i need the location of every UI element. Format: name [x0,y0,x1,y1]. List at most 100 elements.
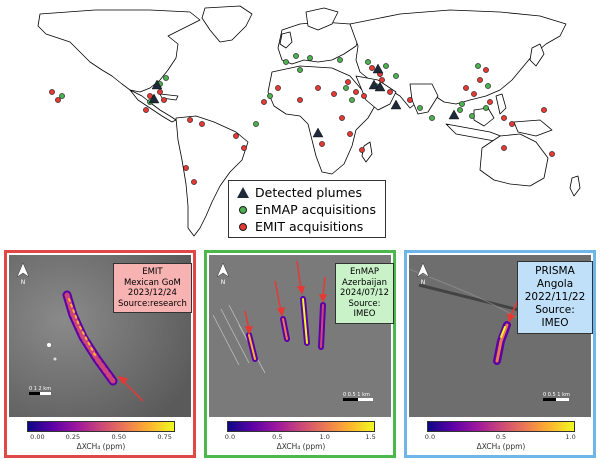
emit-point [369,65,375,71]
emit-point [407,97,413,103]
enmap-point [417,105,423,111]
greenland [201,5,253,43]
colorbar-ticks: 0.00 0.25 0.50 0.75 [27,432,175,441]
acquisition-date: 2022/11/22 [524,291,586,303]
tick-label: 1.0 [565,433,576,441]
india [409,83,439,115]
enmap-point [459,101,465,107]
colorbar-ticks: 0.0 0.5 1.0 1.5 [224,432,376,441]
emit-point [157,89,163,95]
plume-triangle [372,63,384,74]
south-america [175,115,249,237]
triangle-icon [237,187,249,198]
legend-item-enmap: EnMAP acquisitions [235,201,379,218]
plume-triangle [374,81,386,92]
enmap-point [253,121,259,127]
legend-label: Detected plumes [255,185,362,200]
site-name: Angola [536,278,574,290]
plume-triangle [368,79,380,90]
site-name: Azerbaijan [342,277,387,288]
emit-point [233,133,239,139]
sensor-name: EMIT [142,267,163,277]
north-label: N [220,279,226,286]
emit-point [315,85,321,91]
arabian-peninsula [355,75,397,111]
emit-point [183,165,189,171]
detected-plumes [148,63,460,138]
tick-label: 0.75 [157,433,172,441]
emit-point [187,117,193,123]
sensor-name: PRISMA [535,265,575,277]
enmap-acquisitions [59,53,491,127]
emit-point [147,93,153,99]
emit-point [541,107,547,113]
emit-point [501,145,507,151]
plume-arrow [117,375,144,402]
colorbar: 0.0 0.5 1.0 1.5 ΔXCH₄ (ppm) [224,421,376,451]
methane-plume [62,290,118,386]
enmap-point [457,107,463,113]
enmap-point [393,73,399,79]
colorbar-gradient [427,421,575,432]
enmap-point [475,63,481,69]
australia [479,133,549,187]
colorbar-label: ΔXCH₄ (ppm) [76,442,126,451]
borneo [473,107,495,127]
colorbar: 0.0 0.5 1.0 ΔXCH₄ (ppm) [424,421,576,451]
emit-point [49,89,55,95]
emit-point [387,89,393,95]
emit-point [261,99,267,105]
enmap-point [59,93,65,99]
north-arrow-icon: N [216,262,230,286]
enmap-point [485,83,491,89]
tick-label: 0.5 [495,433,507,441]
emit-point [339,115,345,121]
tick-label: 0.0 [224,433,236,441]
methane-plume [493,321,511,365]
emit-point [379,77,385,83]
madagascar [361,141,373,163]
panel-enmap: N EnMAP Azerbaijan 2024/07/12 Source: IM… [204,250,396,458]
plume-triangle [448,109,460,120]
emit-point [331,91,337,97]
enmap-point [349,97,355,103]
emit-point [463,85,469,91]
land-masses [37,5,581,237]
emit-point [275,85,281,91]
data-source: Source: IMEO [535,304,575,329]
plume-arrows [244,260,328,335]
enmap-point [343,85,349,91]
north-america [37,9,201,93]
emit-point [345,79,351,85]
site-name: Mexican GoM [123,277,181,288]
colorbar-gradient [227,421,375,432]
scandinavia [305,7,339,31]
tick-label: 0.0 [424,433,436,441]
new-guinea [513,119,553,137]
emit-point [487,99,493,105]
tick-label: 0.50 [111,433,126,441]
tick-label: 0.25 [65,433,81,441]
japan [529,43,545,67]
enmap-point [163,75,169,81]
emit-point [359,147,365,153]
enmap-point [469,113,475,119]
enmap-point [483,105,489,111]
emit-point [501,115,507,121]
emit-point [241,145,247,151]
panel-info-box: EMIT Mexican GoM 2023/12/24 Source:resea… [113,263,192,313]
emit-point [347,131,353,137]
green-dot-icon [239,205,247,214]
colorbar-gradient [27,421,175,432]
emit-point [353,89,359,95]
emit-point [161,97,167,103]
panel-info-box: EnMAP Azerbaijan 2024/07/12 Source: IMEO [335,263,394,324]
plume-triangle [151,79,163,90]
enmap-point [337,57,343,63]
plume-triangle [148,93,160,104]
scale-bar-label: 0 0.5 1 km [543,392,570,398]
emit-point [191,179,197,185]
legend-item-detected-plumes: Detected plumes [235,184,379,201]
legend-label: EnMAP acquisitions [255,202,376,217]
emit-point [297,97,303,103]
